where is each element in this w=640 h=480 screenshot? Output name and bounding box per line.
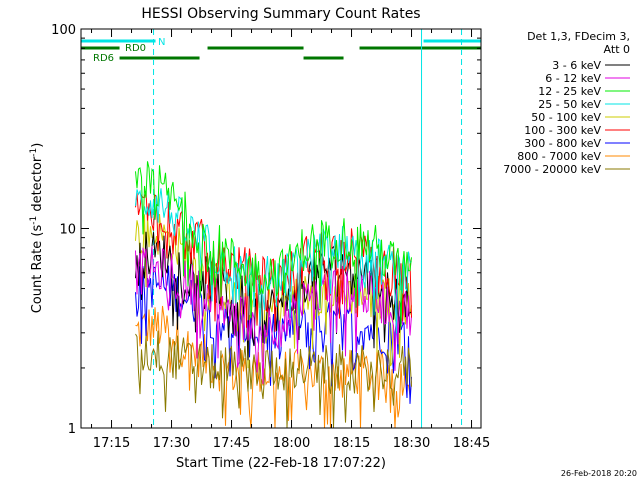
x-tick-label: 18:15 [333, 436, 370, 451]
legend-label: 25 - 50 keV [538, 98, 601, 111]
x-tick-label: 17:30 [153, 436, 190, 451]
legend-label: 100 - 300 keV [524, 124, 601, 137]
flag-label-n: N [158, 37, 165, 48]
x-tick-label: 17:15 [93, 436, 130, 451]
series-line [135, 246, 412, 385]
y-tick-label: 100 [51, 23, 76, 38]
y-axis-label: Count Rate (s-1 detector-1) [29, 143, 45, 314]
legend-title-line2: Att 0 [604, 43, 630, 56]
chart-title: HESSI Observing Summary Count Rates [141, 6, 420, 22]
legend-label: 7000 - 20000 keV [503, 163, 601, 176]
y-tick-label: 1 [68, 422, 76, 437]
timestamp: 26-Feb-2018 20:20 [561, 469, 637, 478]
series-line [135, 190, 412, 332]
series-line [135, 330, 412, 429]
series-line [135, 161, 412, 327]
legend-label: 3 - 6 keV [552, 59, 601, 72]
legend-label: 50 - 100 keV [531, 111, 601, 124]
flag-label-rd0: RD0 [125, 43, 146, 54]
legend-label: 12 - 25 keV [538, 85, 601, 98]
x-tick-label: 18:30 [393, 436, 430, 451]
y-tick-label: 10 [59, 223, 76, 238]
x-tick-label: 18:45 [453, 436, 490, 451]
legend-label: 800 - 7000 keV [517, 150, 601, 163]
x-tick-label: 18:00 [273, 436, 310, 451]
x-tick-label: 17:45 [213, 436, 250, 451]
legend-label: 300 - 800 keV [524, 137, 601, 150]
legend-title-line1: Det 1,3, FDecim 3, [527, 30, 630, 43]
x-axis-label: Start Time (22-Feb-18 17:07:22) [176, 456, 386, 471]
flag-label-rd6: RD6 [93, 53, 114, 64]
legend-label: 6 - 12 keV [545, 72, 601, 85]
